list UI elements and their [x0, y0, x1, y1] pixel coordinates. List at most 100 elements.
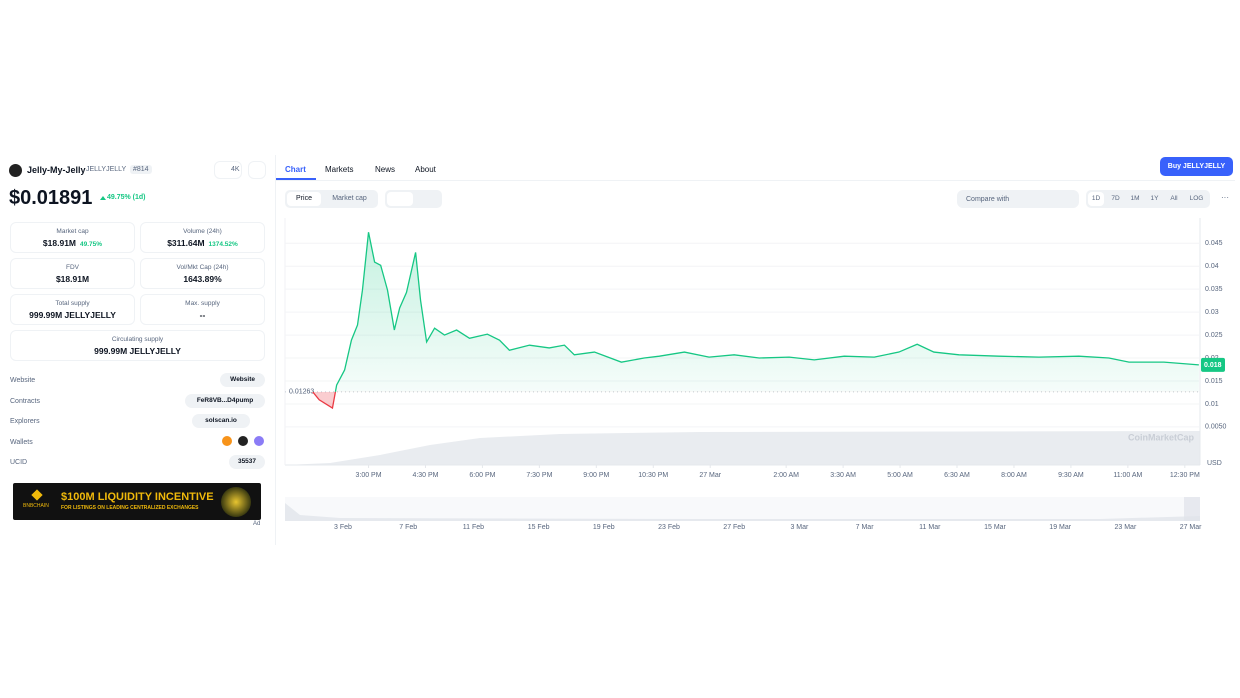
baseline-label: 0.01263 [289, 389, 314, 396]
stat-label: Max. supply [185, 300, 220, 307]
watermark: CoinMarketCap [1128, 432, 1195, 442]
link-pill[interactable]: solscan.io [192, 414, 250, 428]
ad-subtitle: FOR LISTINGS ON LEADING CENTRALIZED EXCH… [61, 505, 199, 511]
stat-box: Volume (24h) $311.64M 1374.52% [140, 222, 265, 253]
x-tick-label: 5:00 AM [887, 472, 913, 479]
rank-badge: #814 [130, 165, 152, 174]
buy-button[interactable]: Buy JELLYJELLY [1160, 157, 1233, 176]
stat-change: 1374.52% [208, 241, 238, 248]
x-tick-label: 3:30 AM [830, 472, 856, 479]
link-label: Contracts [10, 397, 40, 405]
navigator-label: 11 Mar [919, 524, 941, 531]
range-button[interactable]: 1D [1088, 192, 1104, 206]
share-button[interactable] [248, 161, 266, 179]
mode-button[interactable]: Price [287, 192, 321, 206]
ad-tag: Ad [253, 521, 261, 527]
area-down [312, 391, 336, 409]
stat-value-row: 999.99M JELLYJELLY [11, 310, 134, 320]
x-tick-label: 27 Mar [699, 472, 721, 479]
stat-label: Volume (24h) [183, 228, 222, 235]
tab[interactable]: News [375, 165, 396, 174]
wallet-icon[interactable] [254, 435, 264, 446]
unit-label: USD [1207, 460, 1222, 467]
stat-value: 1643.89% [183, 274, 222, 284]
tab[interactable]: Markets [325, 165, 354, 174]
stat-value-row: $311.64M 1374.52% [141, 238, 264, 248]
ad-banner[interactable]: BNBCHAIN $100M LIQUIDITY INCENTIVE FOR L… [13, 483, 261, 520]
watchlist-button[interactable]: 4K [214, 161, 242, 179]
divider [275, 155, 276, 545]
tab[interactable]: Chart [285, 165, 306, 174]
link-pill[interactable]: Website [220, 373, 265, 387]
ad-brand: BNBCHAIN [23, 503, 49, 509]
stat-value: 999.99M JELLYJELLY [94, 346, 181, 356]
y-tick-label: 0.0050 [1205, 424, 1227, 431]
stat-label: Market cap [56, 228, 89, 235]
x-tick-label: 7:30 PM [526, 472, 552, 479]
y-tick-label: 0.01 [1205, 401, 1219, 408]
range-button[interactable]: LOG [1189, 195, 1204, 202]
x-tick-label: 8:00 AM [1001, 472, 1027, 479]
ad-headline: $100M LIQUIDITY INCENTIVE [61, 491, 214, 503]
stat-box: Circulating supply 999.99M JELLYJELLY [10, 330, 265, 361]
stat-box: Market cap $18.91M 49.75% [10, 222, 135, 253]
y-tick-label: 0.035 [1205, 286, 1223, 293]
price: $0.01891 [9, 187, 93, 209]
range-toggle [1086, 190, 1210, 208]
price-line [312, 232, 1199, 392]
price-tag: 0.018 [1204, 362, 1222, 369]
stat-box: FDV $18.91M [10, 258, 135, 289]
ad-graphic [221, 487, 251, 517]
navigator-label: 3 Feb [334, 524, 352, 531]
x-tick-label: 6:00 PM [469, 472, 495, 479]
x-tick-label: 3:00 PM [355, 472, 381, 479]
stat-box: Total supply 999.99M JELLYJELLY [10, 294, 135, 325]
link-label: Wallets [10, 438, 33, 446]
stat-value-row: $18.91M [11, 274, 134, 284]
x-tick-label: 2:00 AM [773, 472, 799, 479]
more-button[interactable]: ··· [1221, 193, 1229, 202]
stat-value-row: 1643.89% [141, 274, 264, 284]
stat-value-row: -- [141, 310, 264, 320]
navigator-label: 15 Feb [528, 524, 550, 531]
navigator-label: 15 Mar [984, 524, 1006, 531]
x-tick-label: 9:30 AM [1058, 472, 1084, 479]
tab[interactable]: About [415, 165, 436, 174]
navigator-handle[interactable] [1184, 497, 1200, 521]
link-pill[interactable]: FeR8VB...D4pump [185, 393, 265, 408]
compare-select[interactable]: Compare with [957, 190, 1079, 208]
stat-value: $18.91M [42, 238, 77, 248]
navigator-label: 27 Mar [1180, 524, 1202, 531]
navigator-label: 7 Mar [856, 524, 875, 531]
navigator-area [285, 503, 1200, 521]
range-button[interactable]: 1M [1130, 195, 1140, 202]
up-arrow [100, 196, 106, 200]
x-tick-label: 12:30 PM [1170, 472, 1200, 479]
area-up [312, 232, 1199, 392]
link-label: UCID [10, 459, 28, 466]
x-tick-label: 10:30 PM [638, 472, 668, 479]
wallet-icon[interactable] [238, 435, 248, 446]
watchlist-count: 4K [231, 166, 240, 173]
navigator-label: 27 Feb [723, 524, 745, 531]
x-tick-label: 11:00 AM [1113, 472, 1142, 479]
stat-label: Circulating supply [111, 336, 164, 343]
stat-value: 999.99M JELLYJELLY [29, 310, 116, 320]
range-button[interactable]: 7D [1111, 195, 1120, 202]
link-pill[interactable]: 35537 [229, 455, 265, 469]
line-style-button[interactable] [387, 192, 413, 206]
coin-symbol: JELLYJELLY [86, 166, 127, 173]
range-button[interactable]: All [1170, 195, 1178, 202]
x-tick-label: 6:30 AM [944, 472, 970, 479]
stat-box: Vol/Mkt Cap (24h) 1643.89% [140, 258, 265, 289]
navigator-label: 23 Mar [1115, 524, 1137, 531]
wallet-icon[interactable] [222, 435, 232, 446]
navigator-label: 23 Feb [658, 524, 680, 531]
mode-button[interactable]: Market cap [332, 195, 367, 202]
stat-value-row: 999.99M JELLYJELLY [11, 346, 264, 356]
ad-logo [31, 489, 43, 501]
navigator [285, 497, 1200, 521]
y-tick-label: 0.045 [1205, 240, 1223, 247]
range-button[interactable]: 1Y [1150, 195, 1159, 202]
